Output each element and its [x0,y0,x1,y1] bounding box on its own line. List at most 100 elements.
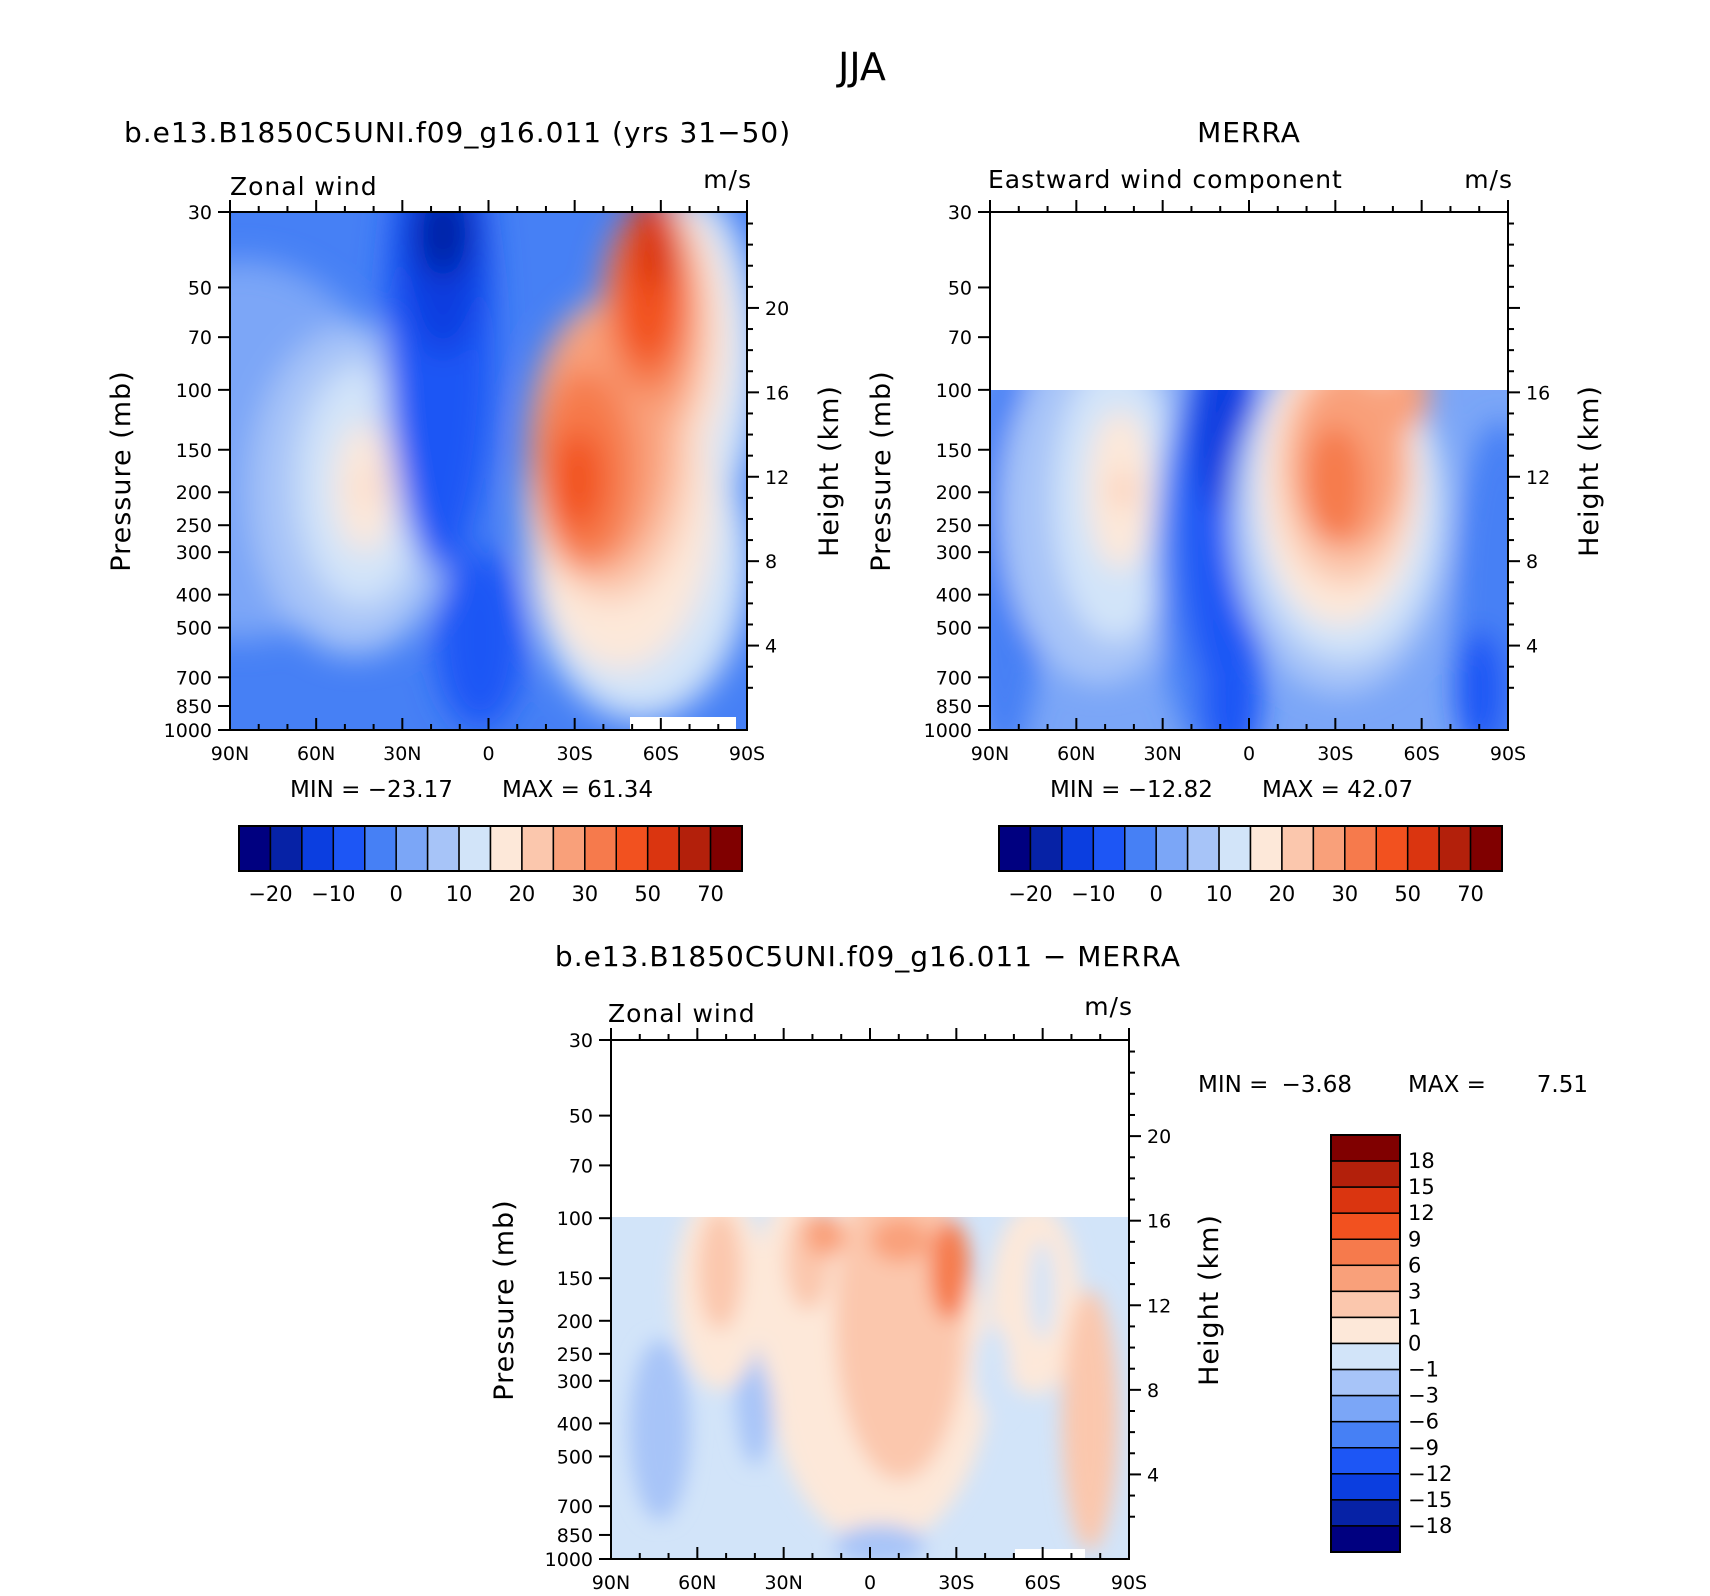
panel-merra: MERRA Eastward wind component m/s [866,116,1605,906]
panel-diff-xtick-label: 90S [1111,1572,1147,1594]
panel-model-ytick-label: 30 [188,202,212,224]
panel-diff-colorbar-label: 3 [1408,1279,1421,1303]
panel-merra-left-label: Eastward wind component [988,165,1343,194]
panel-model-ytick-label: 250 [176,515,212,537]
panel-diff-colorbar-swatch [1330,1186,1401,1214]
panel-merra-ytick-label: 1000 [924,720,972,742]
panel-diff-y2tick-label: 4 [1147,1464,1159,1486]
panel-merra-colorbar-label: 50 [1394,882,1421,906]
panel-model-ylabel: Pressure (mb) [106,370,137,571]
panel-model-colorbar-label: 30 [571,882,598,906]
panel-model-y2tick-label: 16 [765,382,789,404]
panel-diff-colorbar-frame [1330,1134,1401,1553]
panel-model-max: MAX = 61.34 [502,777,653,803]
panel-merra-ytick-label: 30 [948,202,972,224]
panel-merra-units: m/s [1464,165,1513,194]
panel-diff-title: b.e13.B1850C5UNI.f09_g16.011 − MERRA [555,940,1181,973]
panel-model-ytick-label: 400 [176,585,212,607]
panel-merra-ytick-label: 200 [936,482,972,504]
panel-merra-xtick-label: 60N [1057,743,1095,765]
panel-model-y2tick-label: 12 [765,467,789,489]
panel-model-xtick-label: 30N [383,743,421,765]
panel-merra-colorbar-swatch [1249,825,1283,872]
panel-model-ytick-label: 200 [176,482,212,504]
panel-diff-ytick-label: 850 [557,1525,593,1547]
panel-merra-ytick-label: 850 [936,696,972,718]
panel-diff-colorbar-label: 1 [1408,1305,1421,1329]
panel-model-ytick-label: 100 [176,380,212,402]
panel-model-ytick-label: 850 [176,696,212,718]
panel-diff-ytick-label: 250 [557,1344,593,1366]
panel-model-colorbar-swatch [332,825,366,872]
panel-model-xtick-label: 60N [297,743,335,765]
panel-merra-colorbar-swatch [1281,825,1315,872]
panel-merra-xtick-label: 90N [971,743,1009,765]
panel-diff-y2tick-label: 20 [1147,1126,1171,1148]
panel-diff-y2tick-label: 12 [1147,1295,1171,1317]
panel-diff-ytick-label: 70 [569,1155,593,1177]
panel-merra-colorbar-label: 10 [1206,882,1233,906]
panel-model-xtick-label: 90N [211,743,249,765]
panel-merra-ytick-label: 250 [936,515,972,537]
panel-model-colorbar-frame [238,825,743,872]
panel-diff-ytick-label: 700 [557,1496,593,1518]
panel-diff-colorbar-swatch [1330,1525,1401,1553]
panel-merra-colorbar-swatch [1469,825,1503,872]
panel-diff-colorbar-swatch [1330,1238,1401,1267]
panel-merra-axes: 90N 60N 30N 0 30S 60S 90S 30 50 70 100 150 200 250 300… [924,200,1550,765]
panel-diff-ytick-label: 500 [557,1446,593,1468]
panel-diff-ytick-label: 200 [557,1311,593,1333]
panel-diff-ytick-label: 1000 [545,1549,593,1571]
panel-merra-ylabel-right: Height (km) [1574,385,1605,557]
panel-diff-colorbar-swatch [1330,1368,1401,1397]
panel-merra-ytick-label: 100 [936,380,972,402]
panel-diff-colorbar-label: −15 [1408,1488,1452,1512]
panel-model-xtick-label: 60S [643,743,679,765]
panel-model-colorbar-swatch [552,825,586,872]
panel-merra-ytick-label: 50 [948,277,972,299]
panel-merra-colorbar-swatch [998,825,1032,872]
panel-merra-colorbar-label: 0 [1150,882,1163,906]
panel-merra-colorbar-label: −20 [1008,882,1052,906]
panel-merra-colorbar: −20 −10 0 10 20 30 50 70 [998,825,1503,906]
panel-model-colorbar-swatch [301,825,335,872]
panel-merra-ytick-label: 400 [936,585,972,607]
panel-merra-xtick-label: 30N [1143,743,1181,765]
panel-diff-ylabel-right: Height (km) [1194,1214,1225,1386]
panel-model-axes: 90N 60N 30N 0 30S 60S 90S 30 50 70 100 150 200 250 300… [164,200,789,765]
panel-diff-colorbar-swatch [1330,1394,1401,1423]
panel-diff-colorbar-label: 6 [1408,1253,1421,1277]
panel-model-colorbar-swatch [646,825,680,872]
panel-model-ytick-label: 300 [176,542,212,564]
panel-model-ytick-label: 70 [188,327,212,349]
panel-diff-colorbar-label: 18 [1408,1149,1435,1173]
panel-merra-min: MIN = −12.82 [1050,777,1213,803]
panel-diff-colorbar-swatch [1330,1447,1401,1475]
panel-diff-colorbar-swatch [1330,1160,1401,1188]
panel-merra-colorbar-swatch [1124,825,1157,872]
panel-model-colorbar-swatch [489,825,523,872]
panel-diff-xtick-label: 60N [678,1572,716,1594]
panel-diff-colorbar-label: 0 [1408,1332,1421,1356]
panel-diff-colorbar-label: 15 [1408,1175,1435,1199]
panel-model-colorbar-label: 70 [697,882,724,906]
panel-diff-xtick-label: 0 [864,1572,876,1594]
panel-model-ylabel-right: Height (km) [814,385,845,557]
panel-merra-colorbar-label: 70 [1457,882,1484,906]
panel-diff-colorbar-swatch [1330,1134,1401,1162]
panel-merra-xtick-label: 0 [1243,743,1255,765]
panel-diff-xtick-label: 60S [1025,1572,1061,1594]
panel-merra-ytick-label: 70 [948,327,972,349]
panel-diff-ytick-label: 100 [557,1208,593,1230]
panel-merra-colorbar-swatch [1029,825,1063,872]
panel-model-y2tick-label: 8 [765,551,777,573]
panel-diff-ytick-label: 400 [557,1413,593,1435]
panel-model-units: m/s [703,165,752,194]
panel-diff-ytick-label: 300 [557,1371,593,1393]
panel-diff-colorbar-label: −18 [1408,1514,1452,1538]
panel-model-min: MIN = −23.17 [290,777,453,803]
panel-merra-xtick-label: 60S [1404,743,1440,765]
panel-merra-ylabel: Pressure (mb) [866,370,897,571]
panel-model-colorbar-swatch [364,825,397,872]
